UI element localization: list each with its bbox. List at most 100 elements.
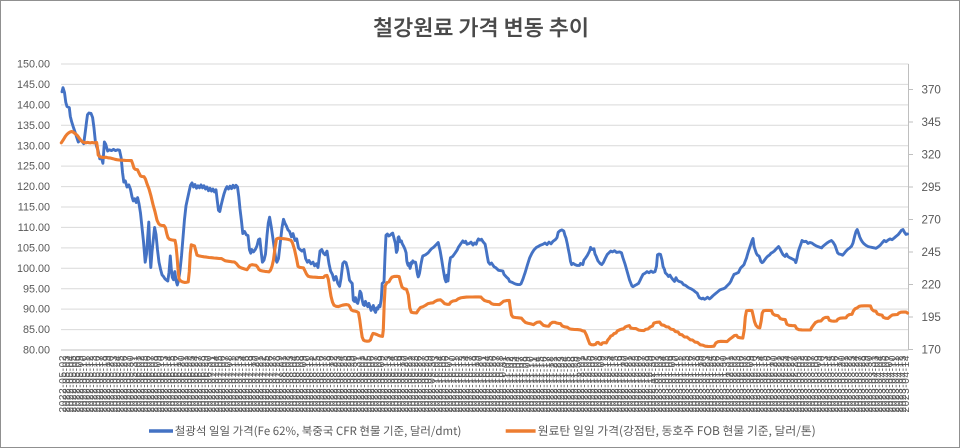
svg-text:345: 345	[922, 116, 941, 129]
svg-text:2022-11-30: 2022-11-30	[573, 356, 584, 413]
svg-text:2022-11-21: 2022-11-21	[549, 356, 560, 413]
svg-text:2022-09-09: 2022-09-09	[376, 355, 387, 413]
svg-text:2023-01-27: 2023-01-27	[715, 355, 726, 413]
svg-text:2022-08-12: 2022-08-12	[309, 355, 320, 413]
svg-text:2023-02-01: 2023-02-01	[725, 355, 736, 413]
svg-text:2022-10-25: 2022-10-25	[485, 355, 496, 413]
svg-text:2022-06-24: 2022-06-24	[190, 355, 201, 413]
svg-text:2022-11-23: 2022-11-23	[556, 356, 567, 413]
svg-text:2022-06-10: 2022-06-10	[156, 355, 167, 413]
svg-text:2023-01-18: 2023-01-18	[691, 355, 702, 413]
svg-text:2022-06-23: 2022-06-23	[187, 355, 198, 413]
svg-text:2022-10-24: 2022-10-24	[481, 355, 492, 413]
svg-text:2023-02-23: 2023-02-23	[779, 355, 790, 413]
svg-text:2022-09-30: 2022-09-30	[427, 355, 438, 413]
svg-text:2023-01-26: 2023-01-26	[712, 355, 723, 413]
svg-text:2022-05-31: 2022-05-31	[129, 355, 140, 413]
svg-text:2023-03-20: 2023-03-20	[837, 355, 848, 413]
svg-text:130.00: 130.00	[17, 140, 50, 152]
svg-text:2023-02-06: 2023-02-06	[735, 355, 746, 413]
svg-text:105.00: 105.00	[17, 243, 50, 255]
svg-text:2022-06-08: 2022-06-08	[149, 355, 160, 413]
svg-text:2022-05-13: 2022-05-13	[89, 355, 100, 413]
svg-text:2022-09-06: 2022-09-06	[366, 355, 377, 413]
svg-text:2022-11-14: 2022-11-14	[532, 356, 543, 413]
svg-text:2022-09-15: 2022-09-15	[390, 355, 401, 413]
svg-text:2022-05-19: 2022-05-19	[102, 355, 113, 413]
svg-text:2022-12-27: 2022-12-27	[637, 355, 648, 413]
svg-text:2022-12-12: 2022-12-12	[600, 355, 611, 413]
svg-text:2022-05-09: 2022-05-09	[75, 355, 86, 413]
svg-text:2023-04-04: 2023-04-04	[874, 355, 885, 413]
svg-text:2023-02-15: 2023-02-15	[759, 355, 770, 413]
svg-text:2022-09-23: 2022-09-23	[410, 355, 421, 413]
svg-text:2022-07-26: 2022-07-26	[265, 355, 276, 413]
svg-text:90.00: 90.00	[23, 304, 50, 316]
svg-text:2022-09-07: 2022-09-07	[370, 355, 381, 413]
svg-text:2022-05-30: 2022-05-30	[126, 355, 137, 413]
svg-text:2023-01-05: 2023-01-05	[661, 355, 672, 413]
svg-text:2022-10-28: 2022-10-28	[495, 355, 506, 413]
svg-text:2023-02-17: 2023-02-17	[766, 355, 777, 413]
svg-text:2022-06-03: 2022-06-03	[139, 355, 150, 413]
svg-text:2023-01-11: 2023-01-11	[674, 356, 685, 413]
svg-text:2022-12-01: 2022-12-01	[576, 355, 587, 413]
svg-text:2022-09-27: 2022-09-27	[417, 355, 428, 413]
svg-text:2022-07-25: 2022-07-25	[261, 355, 272, 413]
svg-text:2023-02-02: 2023-02-02	[729, 355, 740, 413]
svg-text:2023-01-25: 2023-01-25	[708, 355, 719, 413]
svg-text:2022-07-11: 2022-07-11	[227, 356, 238, 413]
svg-text:2022-07-05: 2022-07-05	[214, 355, 225, 413]
svg-text:2022-06-30: 2022-06-30	[204, 355, 215, 413]
svg-text:2023-04-11: 2023-04-11	[891, 356, 902, 413]
svg-text:2022-07-20: 2022-07-20	[251, 355, 262, 413]
svg-text:2022-09-19: 2022-09-19	[397, 355, 408, 413]
svg-text:2022-10-18: 2022-10-18	[468, 355, 479, 413]
svg-text:2022-10-14: 2022-10-14	[461, 355, 472, 413]
svg-text:2023-02-13: 2023-02-13	[752, 355, 763, 413]
svg-text:2022-10-05: 2022-10-05	[437, 355, 448, 413]
svg-text:170: 170	[922, 344, 941, 357]
svg-text:2022-05-04: 2022-05-04	[65, 355, 76, 413]
svg-text:2023-03-24: 2023-03-24	[850, 355, 861, 413]
svg-text:2022-05-20: 2022-05-20	[105, 355, 116, 413]
svg-text:2022-12-07: 2022-12-07	[590, 355, 601, 413]
svg-text:2022-05-11: 2022-05-11	[82, 356, 93, 413]
svg-text:2022-08-15: 2022-08-15	[312, 355, 323, 413]
svg-text:95.00: 95.00	[23, 283, 50, 295]
svg-text:2022-09-08: 2022-09-08	[373, 355, 384, 413]
svg-text:2023-01-03: 2023-01-03	[654, 355, 665, 413]
svg-text:2022-12-19: 2022-12-19	[617, 355, 628, 413]
svg-text:2023-02-08: 2023-02-08	[742, 355, 753, 413]
svg-text:2023-03-07: 2023-03-07	[806, 355, 817, 413]
svg-text:120.00: 120.00	[17, 181, 50, 193]
svg-text:2022-09-26: 2022-09-26	[414, 355, 425, 413]
svg-text:2022-12-06: 2022-12-06	[586, 355, 597, 413]
svg-text:2022-07-15: 2022-07-15	[241, 355, 252, 413]
svg-text:2023-04-05: 2023-04-05	[878, 355, 889, 413]
svg-text:150.00: 150.00	[17, 59, 50, 71]
svg-text:2023-01-04: 2023-01-04	[657, 355, 668, 413]
svg-text:2022-08-17: 2022-08-17	[319, 355, 330, 413]
svg-text:2022-07-19: 2022-07-19	[248, 355, 259, 413]
svg-text:2022-06-07: 2022-06-07	[146, 355, 157, 413]
svg-text:2023-01-30: 2023-01-30	[718, 355, 729, 413]
svg-text:2022-11-04: 2022-11-04	[512, 356, 523, 413]
svg-text:2022-12-26: 2022-12-26	[634, 355, 645, 413]
svg-text:295: 295	[922, 181, 941, 194]
svg-text:2023-03-21: 2023-03-21	[840, 355, 851, 413]
svg-text:115.00: 115.00	[18, 202, 50, 214]
svg-text:2022-09-12: 2022-09-12	[380, 355, 391, 413]
svg-text:2022-11-24: 2022-11-24	[559, 356, 570, 413]
svg-text:2022-08-09: 2022-08-09	[298, 355, 309, 413]
svg-text:2023-03-17: 2023-03-17	[834, 355, 845, 413]
svg-text:2022-05-03: 2022-05-03	[61, 355, 72, 413]
svg-text:2022-10-11: 2022-10-11	[451, 356, 462, 413]
svg-text:2022-08-19: 2022-08-19	[326, 355, 337, 413]
svg-text:80.00: 80.00	[23, 345, 50, 357]
svg-text:2022-08-25: 2022-08-25	[339, 355, 350, 413]
svg-text:2022-06-27: 2022-06-27	[194, 355, 205, 413]
svg-text:2023-03-30: 2023-03-30	[864, 355, 875, 413]
svg-text:2023-03-03: 2023-03-03	[800, 355, 811, 413]
svg-text:2023-03-09: 2023-03-09	[813, 355, 824, 413]
